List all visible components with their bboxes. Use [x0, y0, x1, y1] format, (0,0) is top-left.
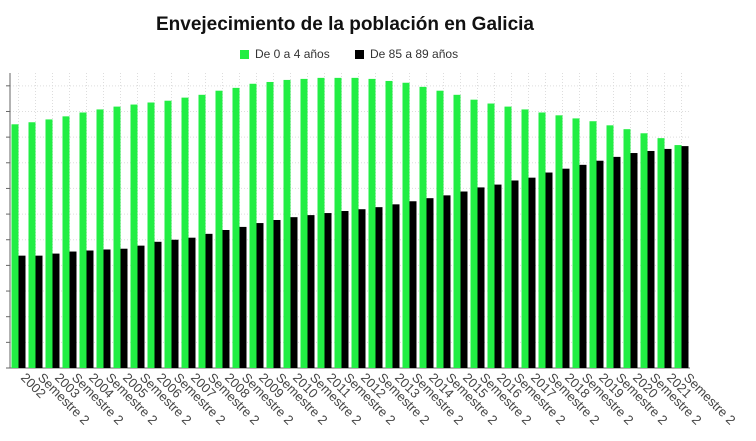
bar	[392, 204, 400, 368]
bar	[545, 172, 553, 368]
bar	[494, 184, 502, 368]
bar	[45, 119, 53, 368]
bar	[283, 79, 291, 368]
bar	[164, 100, 172, 368]
bar	[511, 180, 519, 368]
legend-label: De 85 a 89 años	[370, 47, 458, 61]
bar	[103, 249, 111, 368]
bar	[52, 253, 60, 368]
bar	[606, 125, 614, 368]
bar	[409, 201, 417, 368]
bar	[640, 133, 648, 368]
bar	[273, 219, 281, 368]
bar	[205, 233, 213, 368]
bar	[215, 90, 223, 368]
bar	[426, 198, 434, 368]
bar	[674, 145, 682, 368]
bar	[290, 217, 298, 368]
bar	[623, 129, 631, 368]
legend-label: De 0 a 4 años	[255, 47, 330, 61]
bar	[572, 118, 580, 368]
bar	[436, 90, 444, 368]
bar	[11, 124, 19, 368]
bar	[79, 112, 87, 368]
bar	[341, 211, 349, 368]
chart-title: Envejecimiento de la población en Galici…	[156, 14, 534, 35]
legend-swatch	[240, 50, 249, 59]
bar	[528, 177, 536, 368]
bar	[504, 106, 512, 369]
bar	[86, 250, 94, 368]
bar	[460, 191, 468, 368]
bar	[375, 207, 383, 368]
bar	[18, 255, 26, 368]
bar	[28, 122, 36, 369]
bar	[96, 109, 104, 368]
bar	[130, 104, 138, 368]
bar	[596, 160, 604, 368]
bar	[317, 77, 325, 369]
bar	[589, 121, 597, 368]
bar	[62, 116, 70, 368]
bar	[266, 81, 274, 368]
bar	[239, 226, 247, 368]
bar	[232, 87, 240, 368]
bar	[222, 229, 230, 368]
bar	[69, 251, 77, 368]
bar	[181, 97, 189, 368]
bar	[147, 102, 155, 368]
bar	[35, 255, 43, 368]
bar	[351, 77, 359, 369]
bar	[358, 209, 366, 368]
bar	[477, 187, 485, 368]
bar	[487, 103, 495, 368]
bar	[402, 82, 410, 368]
bar	[647, 150, 655, 368]
bar	[630, 153, 638, 368]
bar	[681, 146, 689, 368]
bar	[324, 213, 332, 368]
bar	[137, 245, 145, 368]
bar	[188, 237, 196, 368]
bar	[154, 241, 162, 368]
legend-swatch	[355, 50, 364, 59]
bar	[613, 156, 621, 368]
bar	[307, 215, 315, 368]
bar	[419, 86, 427, 368]
bar	[562, 168, 570, 368]
bar	[385, 80, 393, 368]
bar	[453, 94, 461, 368]
bar	[657, 138, 665, 368]
bar	[579, 164, 587, 368]
bar	[470, 99, 478, 369]
bar	[521, 109, 529, 368]
bar	[664, 148, 672, 368]
bar	[198, 94, 206, 368]
bar	[249, 83, 257, 368]
bar	[368, 78, 376, 369]
bar	[300, 78, 308, 369]
bar	[120, 248, 128, 368]
bar	[171, 239, 179, 368]
bar	[256, 223, 264, 368]
bar	[538, 112, 546, 368]
bar	[334, 77, 342, 369]
bar	[443, 195, 451, 368]
bar	[113, 106, 121, 369]
bar	[555, 115, 563, 369]
